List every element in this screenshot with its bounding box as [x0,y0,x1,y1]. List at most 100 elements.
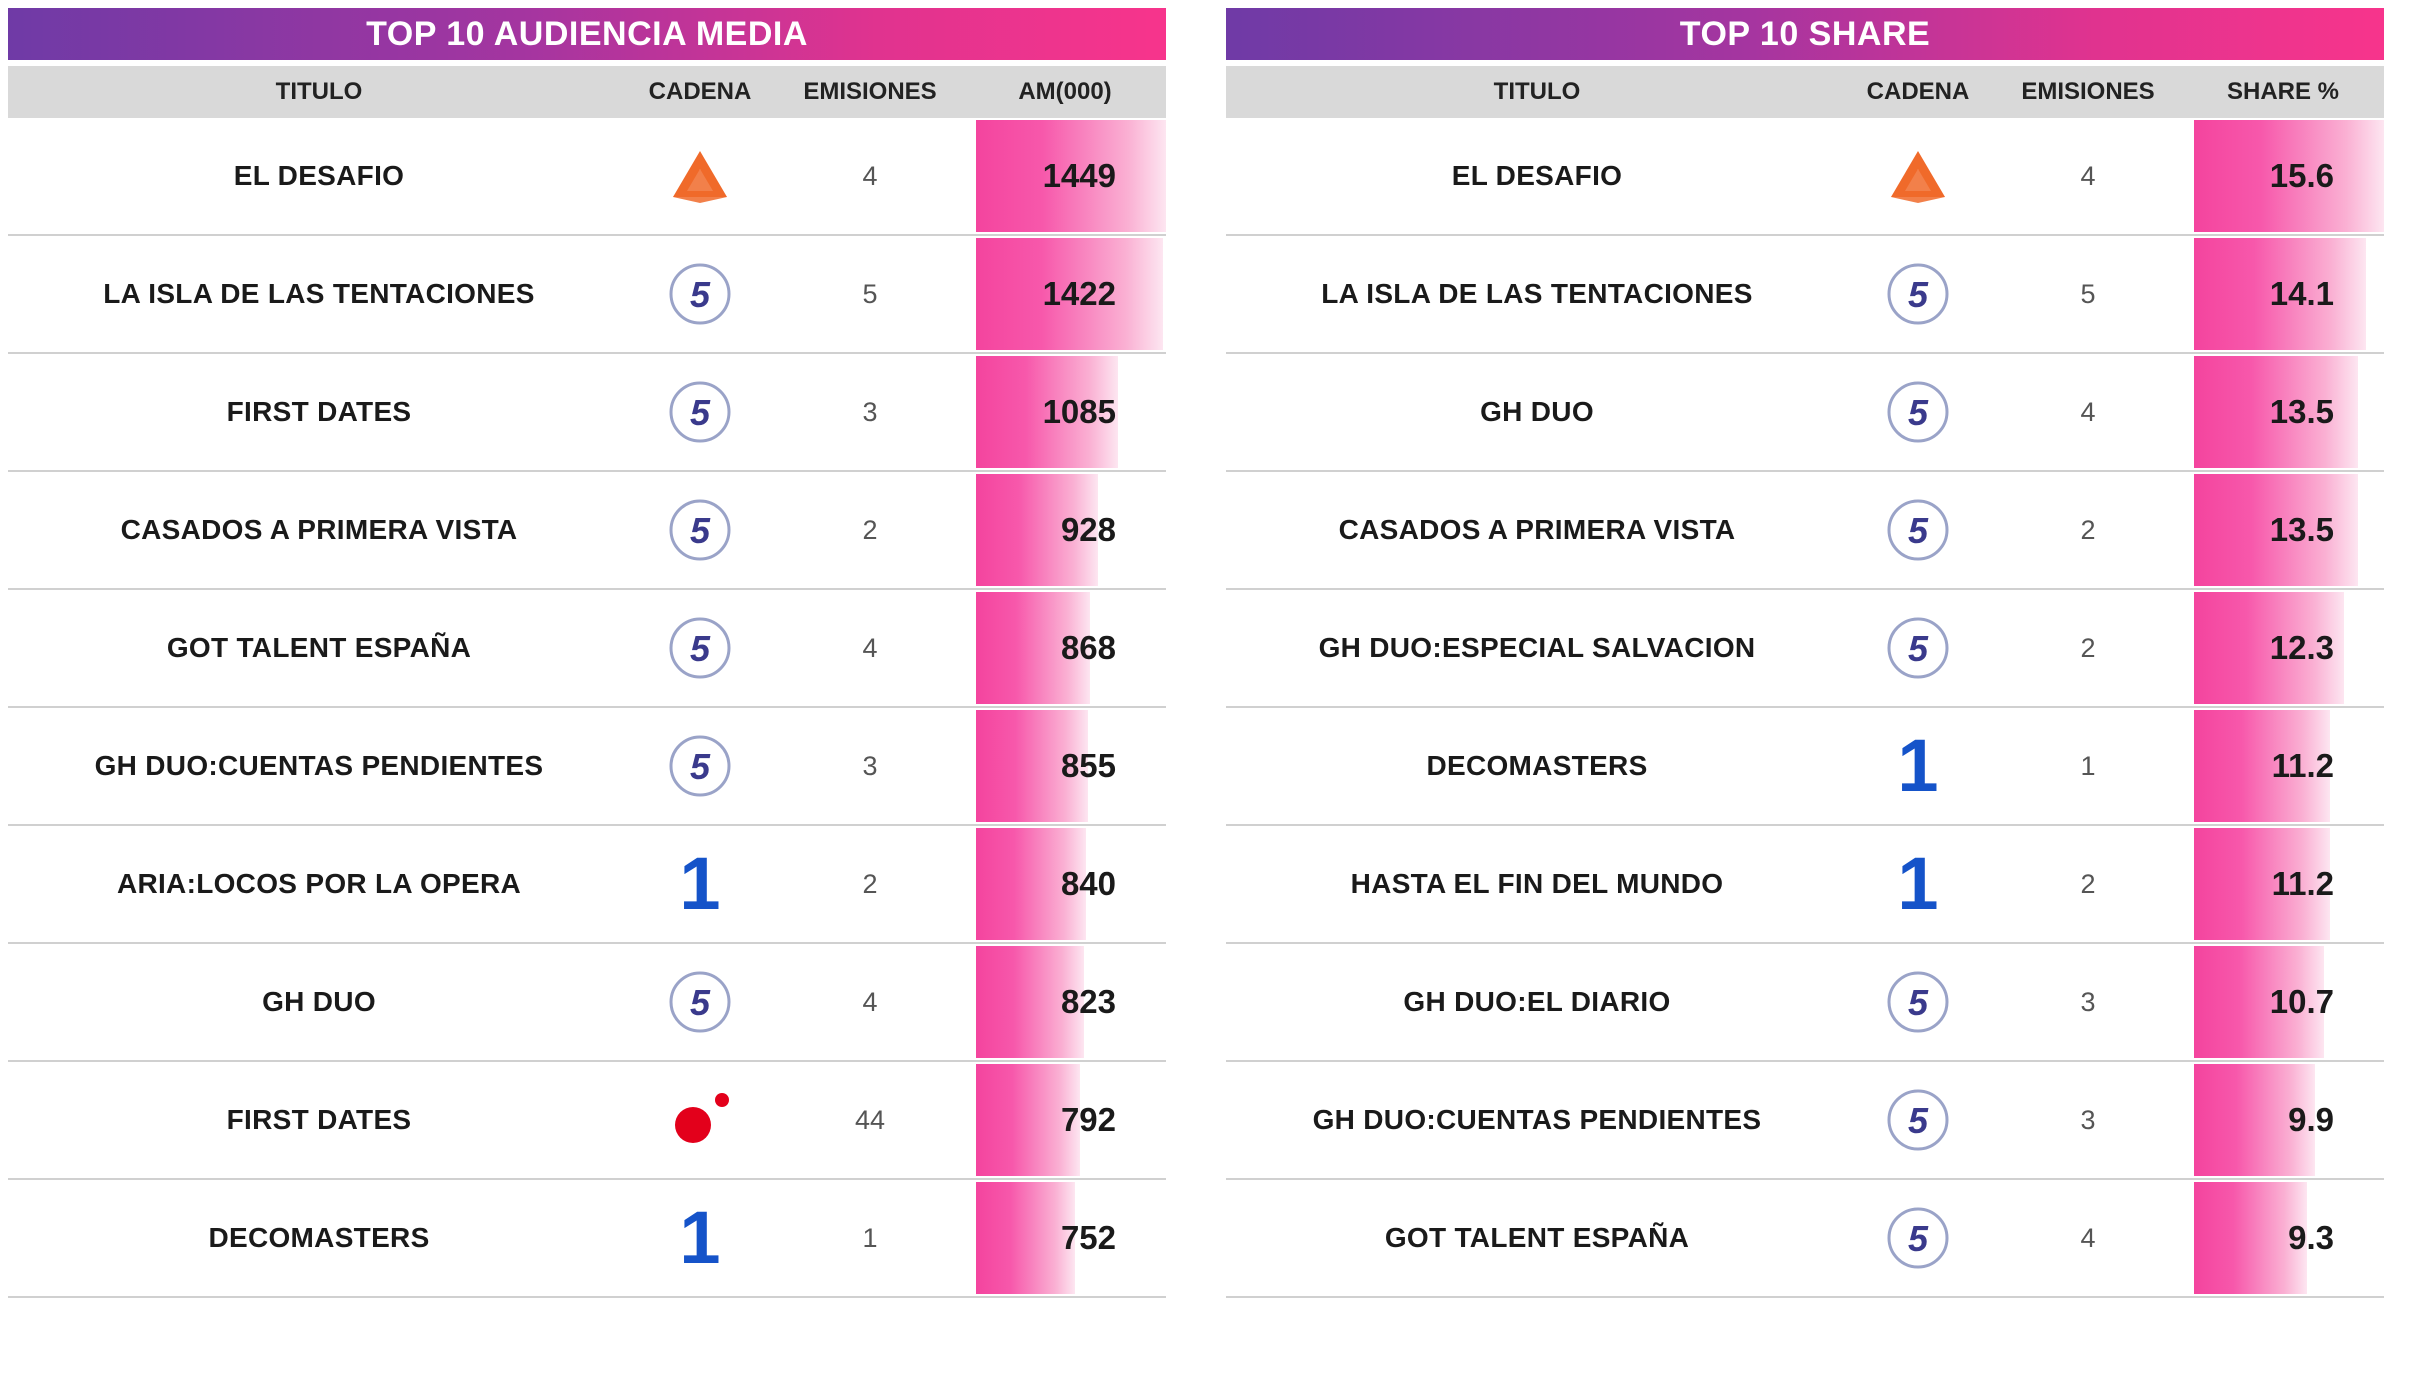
value-label: 10.7 [2269,983,2334,1020]
value-cell: 1085 [976,356,1166,468]
value-bar [976,120,1166,232]
value-bar [2194,120,2384,232]
value-bar [976,1182,1075,1294]
value-cell: 14.1 [2194,238,2384,350]
table-row: GH DUO:EL DIARIO 5 3 10.7 [1226,944,2384,1062]
table-row: EL DESAFIO 4 15.6 [1226,118,2384,236]
row-titulo: HASTA EL FIN DEL MUNDO [1350,868,1724,899]
row-titulo: FIRST DATES [226,396,412,427]
row-emisiones: 2 [862,868,878,899]
value-bar [976,238,1163,350]
svg-text:5: 5 [690,628,711,669]
row-titulo: DECOMASTERS [1426,750,1648,781]
la1-logo-text: 1 [1897,842,1939,925]
row-emisiones: 3 [2080,986,2096,1017]
table-header: TITULO CADENA EMISIONES SHARE % [1226,66,2384,118]
header-emisiones: EMISIONES [2021,78,2155,105]
header-titulo: TITULO [275,78,363,105]
header-cadena: CADENA [1866,78,1970,105]
svg-text:5: 5 [1908,628,1929,669]
value-cell: 792 [976,1064,1166,1176]
svg-text:5: 5 [1908,1100,1929,1141]
row-titulo: DECOMASTERS [208,1222,430,1253]
row-emisiones: 2 [2080,514,2096,545]
value-label: 1085 [1042,393,1116,430]
svg-text:5: 5 [690,982,711,1023]
table-title: TOP 10 AUDIENCIA MEDIA [8,8,1166,60]
row-emisiones: 1 [862,1222,878,1253]
value-label: 868 [1060,629,1116,666]
telecinco-logo-icon: 5 [1848,354,1988,470]
row-emisiones: 2 [862,514,878,545]
row-emisiones: 4 [2080,1222,2096,1253]
row-titulo: LA ISLA DE LAS TENTACIONES [103,278,535,309]
value-label: 13.5 [2269,393,2334,430]
antena3-logo-icon [630,118,770,234]
value-bar [976,828,1087,940]
table-row: GOT TALENT ESPAÑA 5 4 868 [8,590,1166,708]
svg-text:5: 5 [1908,982,1929,1023]
header-cadena: CADENA [648,78,752,105]
svg-text:5: 5 [690,392,711,433]
header-titulo: TITULO [1493,78,1581,105]
antena3-logo-icon [1848,118,1988,234]
row-emisiones: 5 [862,278,878,309]
table-row: DECOMASTERS 1 1 11.2 [1226,708,2384,826]
value-bar [976,1064,1080,1176]
row-emisiones: 4 [2080,160,2096,191]
value-label: 15.6 [2269,157,2334,194]
la1-logo-icon: 1 [1848,826,1988,942]
row-emisiones: 2 [2080,632,2096,663]
row-emisiones: 5 [2080,278,2096,309]
value-cell: 13.5 [2194,356,2384,468]
telecinco-logo-icon: 5 [630,944,770,1060]
value-bar [2194,828,2331,940]
value-cell: 855 [976,710,1166,822]
row-emisiones: 4 [2080,396,2096,427]
row-titulo: CASADOS A PRIMERA VISTA [1338,514,1736,545]
table-row: GH DUO 5 4 13.5 [1226,354,2384,472]
value-bar [2194,474,2359,586]
table-row: LA ISLA DE LAS TENTACIONES 5 5 1422 [8,236,1166,354]
value-cell: 1449 [976,120,1166,232]
row-emisiones: 2 [2080,868,2096,899]
telecinco-logo-icon: 5 [630,590,770,706]
row-emisiones: 4 [862,160,878,191]
row-emisiones: 44 [854,1104,886,1135]
header-value: AM(000) [1018,78,1112,105]
svg-text:5: 5 [690,746,711,787]
row-titulo: GH DUO:CUENTAS PENDIENTES [94,750,544,781]
value-cell: 15.6 [2194,120,2384,232]
value-label: 12.3 [2269,629,2334,666]
value-bar [2194,1064,2315,1176]
table-row: CASADOS A PRIMERA VISTA 5 2 13.5 [1226,472,2384,590]
table-body: EL DESAFIO 4 1449 LA ISLA DE LAS TENTACIONE… [8,118,1166,1298]
telecinco-logo-icon: 5 [630,236,770,352]
row-emisiones: 4 [862,632,878,663]
telecinco-logo-icon: 5 [1848,1062,1988,1178]
row-titulo: GH DUO:ESPECIAL SALVACION [1318,632,1756,663]
telecinco-logo-icon: 5 [1848,944,1988,1060]
row-titulo: LA ISLA DE LAS TENTACIONES [1321,278,1753,309]
cuatro-logo-icon [630,1062,770,1178]
value-bar [2194,1182,2308,1294]
value-bar [2194,356,2359,468]
value-label: 928 [1060,511,1116,548]
table-row: CASADOS A PRIMERA VISTA 5 2 928 [8,472,1166,590]
svg-text:5: 5 [1908,510,1929,551]
value-label: 11.2 [2271,747,2334,784]
table-row: GH DUO:CUENTAS PENDIENTES 5 3 9.9 [1226,1062,2384,1180]
value-cell: 752 [976,1182,1166,1294]
value-cell: 11.2 [2194,710,2384,822]
row-emisiones: 1 [2080,750,2096,781]
value-label: 840 [1060,865,1116,902]
la1-logo-icon: 1 [630,1180,770,1296]
telecinco-logo-icon: 5 [1848,236,1988,352]
row-titulo: GOT TALENT ESPAÑA [166,632,472,663]
table-title: TOP 10 SHARE [1226,8,2384,60]
value-bar [2194,592,2344,704]
value-cell: 9.3 [2194,1182,2384,1294]
value-label: 792 [1060,1101,1116,1138]
row-titulo: GH DUO:CUENTAS PENDIENTES [1312,1104,1762,1135]
table-row: DECOMASTERS 1 1 752 [8,1180,1166,1298]
